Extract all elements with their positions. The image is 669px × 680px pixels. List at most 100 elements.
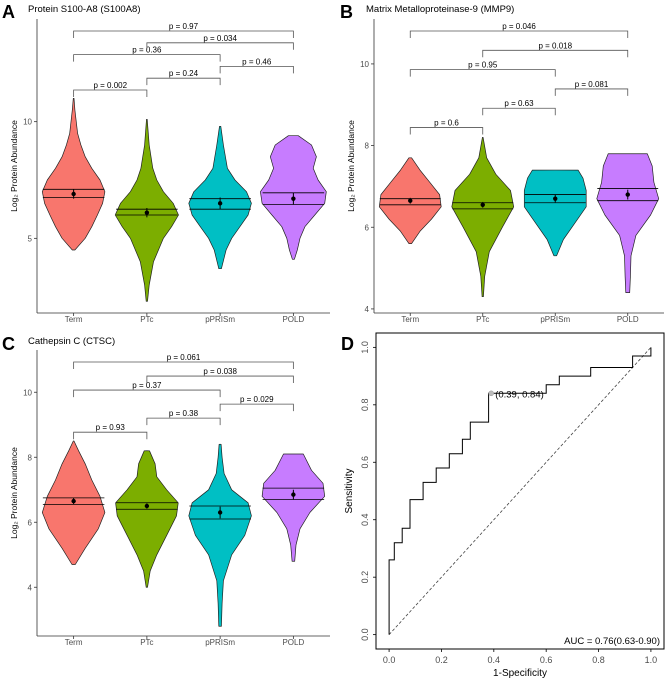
comparison-bracket [73, 30, 294, 38]
x-tick-label: 0.0 [383, 655, 396, 665]
x-tick-label-pprism: pPRISm [205, 315, 235, 324]
mean-point [291, 196, 296, 201]
plot-border [375, 332, 665, 650]
y-axis-label: Log₂ Protein Abundance [346, 120, 356, 212]
y-tick-label: 0.8 [360, 399, 370, 412]
panel-a-title: Protein S100-A8 (S100A8) [28, 4, 140, 15]
panel-d-letter: D [341, 334, 354, 354]
mean-point [625, 192, 630, 197]
x-tick-label: 0.8 [592, 655, 605, 665]
violin-pold [261, 453, 326, 562]
comparison-bracket [73, 389, 221, 398]
y-axis-label: Log₂ Protein Abundance [9, 447, 19, 539]
comparison-bracket [219, 403, 294, 412]
panel-b-violin-chart: 4 6 8 10 Log₂ Protein Abundance Term PTc pPRISm… [346, 19, 664, 324]
y-tick-label: 10 [23, 388, 32, 397]
y-tick-label: 0.0 [360, 628, 370, 641]
comparison-bracket [554, 88, 629, 96]
panel-b-letter: B [340, 2, 353, 22]
roc-curve [388, 347, 652, 635]
panel-a-letter: A [2, 2, 15, 22]
comparison-bracket [219, 65, 294, 74]
comparison-bracket [146, 42, 294, 50]
y-tick-label: 5 [28, 234, 33, 243]
violin-pprism [523, 169, 587, 257]
y-tick-label: 1.0 [360, 341, 370, 354]
auc-annotation: AUC = 0.76(0.63-0.90) [564, 636, 660, 647]
mean-point [71, 191, 76, 197]
y-tick-label: 8 [365, 142, 370, 151]
x-tick-label-pold: POLD [282, 638, 304, 647]
comparison-bracket [146, 417, 221, 426]
y-tick-label: 6 [365, 223, 370, 232]
comparison-bracket [482, 49, 629, 58]
y-tick-label: 0.6 [360, 456, 370, 469]
y-axis-label: Sensitivity [344, 468, 355, 513]
comparison-p-value: p = 0.034 [203, 34, 237, 43]
comparison-bracket [146, 375, 294, 384]
x-tick-label-pold: POLD [617, 315, 639, 324]
x-tick-label-pprism: pPRISm [205, 638, 235, 647]
y-tick-label: 10 [23, 118, 32, 127]
x-tick-label: 0.6 [540, 655, 553, 665]
y-tick-label: 4 [365, 305, 370, 314]
x-tick-label-ptc: PTc [140, 315, 153, 324]
panel-c-letter: C [2, 334, 15, 354]
comparison-bracket [409, 127, 484, 135]
x-tick-label: 0.4 [488, 655, 501, 665]
panel-a-violin-chart: 5 10 Log₂ Protein Abundance Term PTc pPRISm PO… [9, 19, 330, 324]
comparison-bracket [482, 107, 556, 116]
y-tick-label: 4 [28, 583, 33, 592]
comparison-bracket [73, 54, 221, 62]
comparison-bracket [73, 361, 294, 369]
mean-point [480, 202, 485, 207]
comparison-p-value: p = 0.46 [242, 57, 272, 66]
violin-pprism [188, 443, 252, 627]
comparison-p-value: p = 0.38 [169, 409, 199, 418]
y-axis-label: Log₂ Protein Abundance [9, 120, 19, 212]
y-tick-label: 0.2 [360, 571, 370, 584]
violin-ptc [115, 450, 179, 588]
x-tick-label-term: Term [401, 315, 419, 324]
panel-c-violin-chart: 4 6 8 10 Log₂ Protein Abundance Term PTc pPRISm… [9, 350, 330, 647]
comparison-p-value: p = 0.63 [504, 99, 534, 108]
comparison-p-value: p = 0.002 [93, 81, 127, 90]
mean-point [553, 196, 558, 201]
y-tick-label: 8 [28, 453, 33, 462]
comparison-p-value: p = 0.046 [502, 22, 536, 31]
comparison-p-value: p = 0.95 [468, 61, 498, 70]
panel-b-title: Matrix Metalloproteinase-9 (MMP9) [366, 4, 514, 15]
y-tick-label: 10 [360, 60, 369, 69]
mean-point [217, 201, 223, 206]
mean-point [291, 492, 296, 497]
comparison-p-value: p = 0.029 [240, 395, 274, 404]
panel-d-roc-chart: 0.0 0.2 0.4 0.6 0.8 1.0 0.0 0.2 0.4 0.6 0.8 1.0 1-Sp… [344, 332, 665, 679]
x-tick-label-pold: POLD [282, 315, 304, 324]
comparison-p-value: p = 0.061 [167, 353, 201, 362]
violin-ptc [451, 137, 515, 298]
comparison-p-value: p = 0.37 [132, 381, 162, 390]
x-tick-label: 0.2 [435, 655, 448, 665]
comparison-p-value: p = 0.038 [203, 367, 237, 376]
mean-point [144, 503, 150, 509]
comparison-p-value: p = 0.93 [96, 423, 126, 432]
comparison-bracket [73, 89, 148, 97]
comparison-bracket [409, 69, 556, 77]
x-tick-label: 1.0 [645, 655, 658, 665]
comparison-p-value: p = 0.36 [132, 46, 162, 55]
comparison-bracket [409, 30, 629, 38]
x-tick-label-ptc: PTc [476, 315, 489, 324]
violin-term [41, 97, 106, 251]
x-tick-label-ptc: PTc [140, 638, 153, 647]
x-tick-label-term: Term [65, 638, 83, 647]
mean-point [71, 498, 76, 504]
panel-c-title: Cathepsin C (CTSC) [28, 336, 115, 347]
violin-pold [596, 153, 660, 293]
mean-point [408, 198, 413, 203]
x-axis-label: 1-Specificity [493, 668, 547, 679]
comparison-p-value: p = 0.081 [575, 80, 609, 89]
comparison-p-value: p = 0.018 [538, 41, 572, 50]
comparison-bracket [73, 431, 148, 440]
comparison-p-value: p = 0.6 [434, 119, 459, 128]
